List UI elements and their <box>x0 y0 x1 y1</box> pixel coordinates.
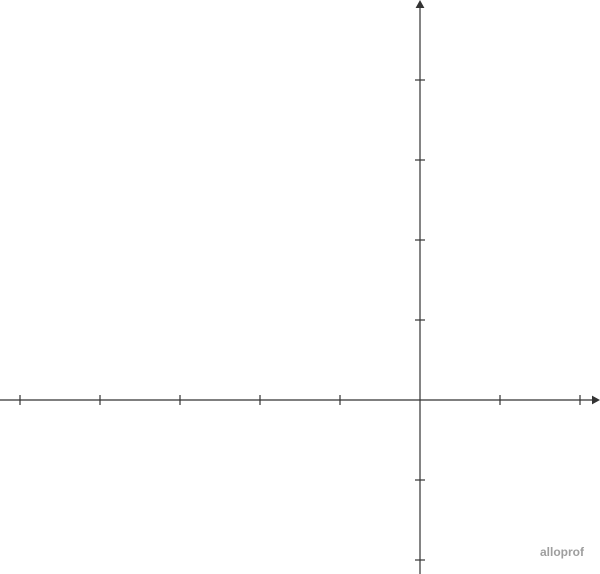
x-axis-arrow <box>592 396 600 405</box>
coordinate-plane <box>0 0 600 574</box>
y-axis-arrow <box>416 0 425 8</box>
